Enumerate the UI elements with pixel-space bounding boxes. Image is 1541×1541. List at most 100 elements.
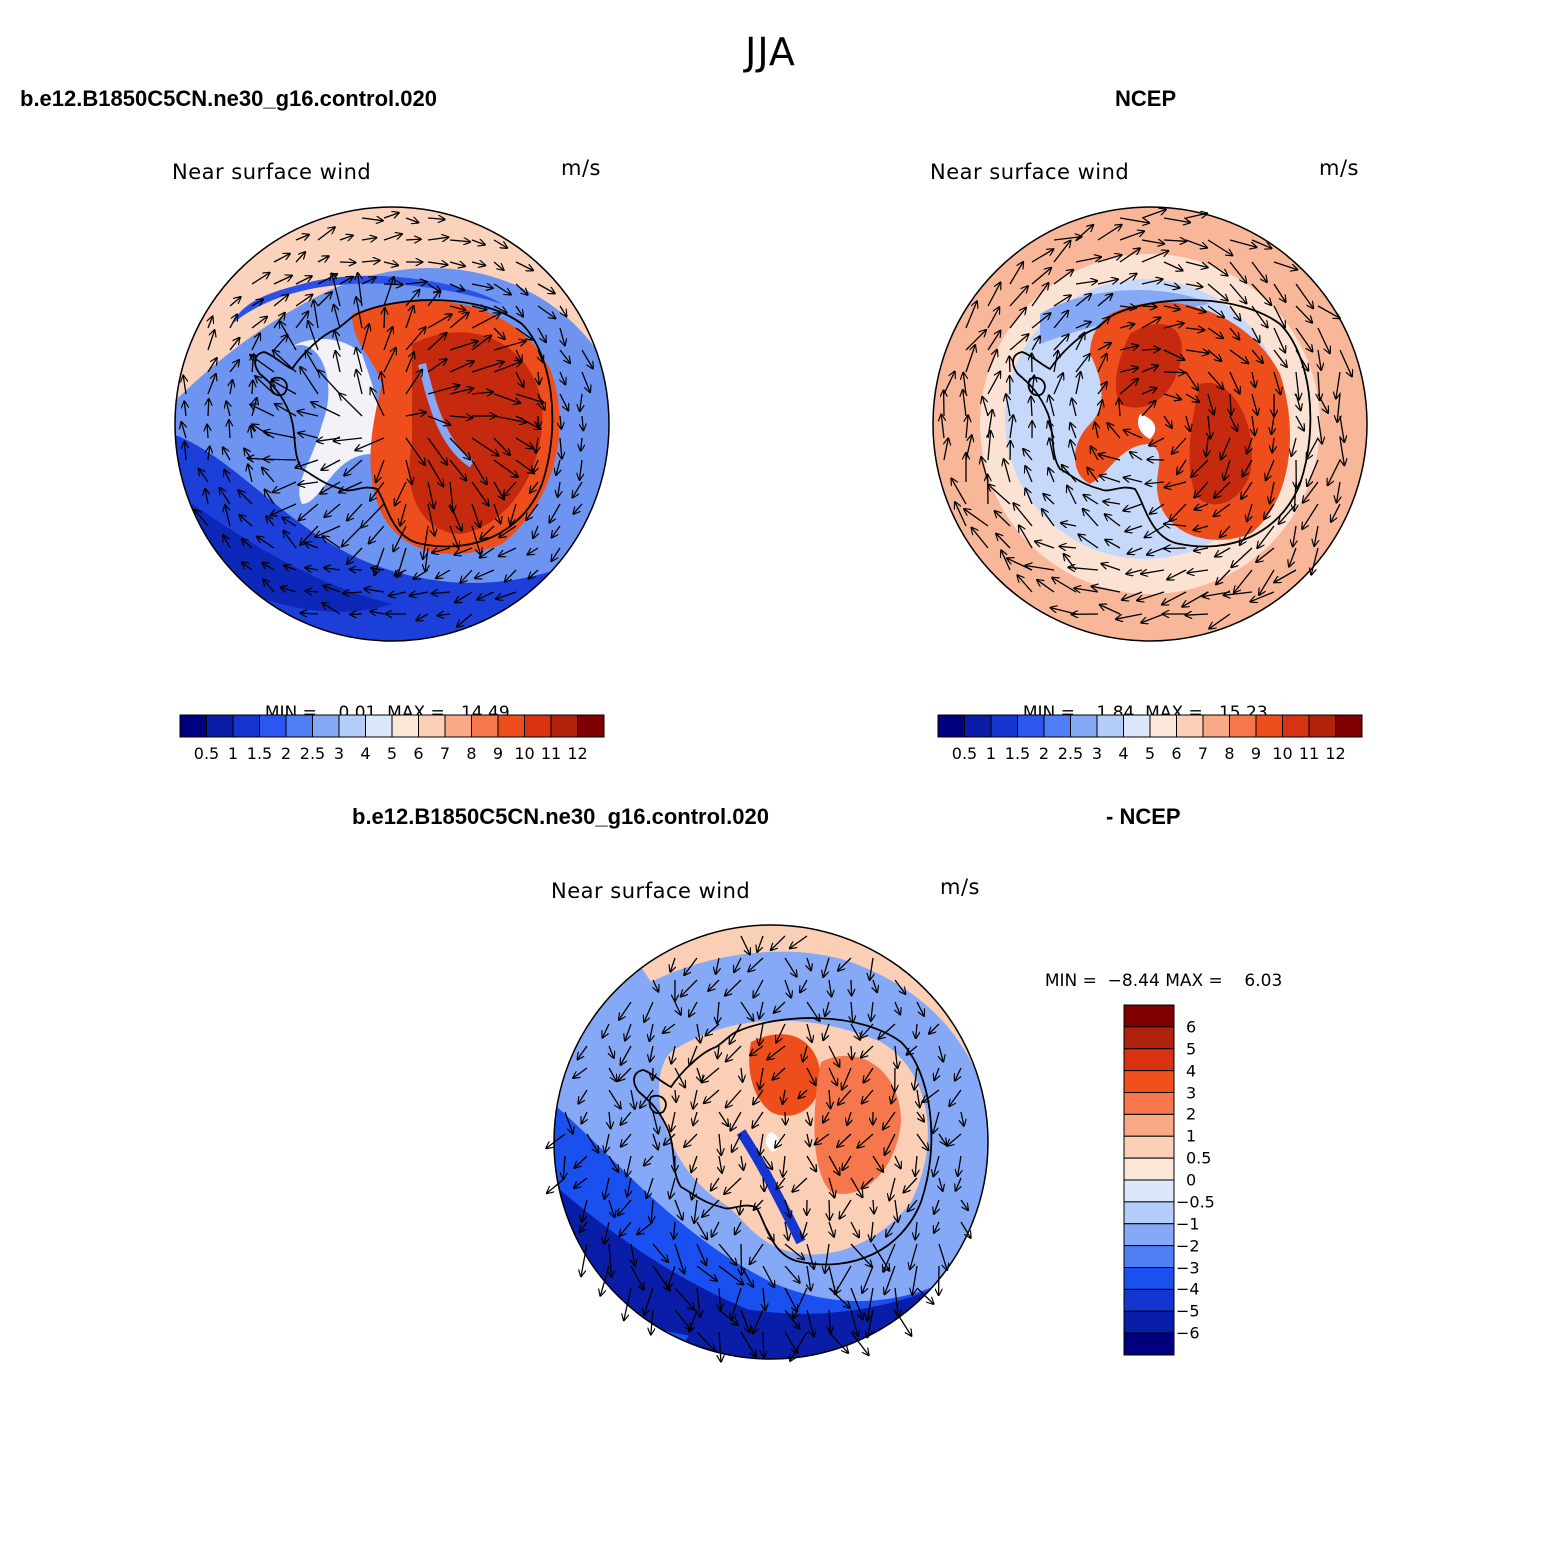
wind-vector-arrow	[405, 239, 421, 240]
wind-vector-arrow	[829, 979, 832, 997]
wind-vector-arrow	[383, 327, 393, 351]
wind-vector-arrow	[987, 350, 997, 373]
wind-vector-arrow	[916, 1023, 917, 1038]
panel1-colorbar-box	[259, 714, 287, 738]
wind-vector-arrow	[460, 569, 473, 583]
wind-vector-arrow	[1119, 324, 1135, 328]
panel3-colorbar-tick-label: −0.5	[1176, 1192, 1215, 1212]
panel1-colorbar-tick-label: 6	[413, 744, 424, 763]
wind-vector-arrow	[471, 362, 504, 373]
wind-vector-arrow	[851, 1045, 852, 1060]
panel3-colorbar-box	[1123, 1135, 1175, 1159]
wind-vector-arrow	[449, 437, 470, 460]
wind-vector-arrow	[1010, 415, 1013, 439]
wind-vector-arrow	[449, 306, 466, 310]
wind-vector-arrow	[1213, 503, 1231, 516]
wind-vector-arrow	[716, 957, 719, 974]
wind-vector-arrow	[1163, 261, 1183, 271]
wind-vector-arrow	[344, 459, 363, 476]
wind-vector-arrow	[850, 1023, 860, 1040]
wind-vector-arrow	[263, 579, 275, 593]
panel2-colorbar-box	[1202, 714, 1230, 738]
wind-vector-arrow	[1053, 237, 1082, 240]
wind-vector-arrow	[719, 1331, 721, 1362]
wind-vector-arrow	[238, 490, 253, 505]
wind-vector-arrow	[828, 1331, 848, 1353]
wind-vector-arrow	[674, 1067, 685, 1088]
wind-vector-arrow	[449, 459, 467, 481]
panel2-colorbar-tick-label: 12	[1325, 744, 1346, 763]
wind-vector-arrow	[334, 305, 341, 329]
wind-vector-arrow	[257, 536, 275, 549]
panel3-colorbar-box	[1123, 1070, 1175, 1093]
wind-vector-arrow	[1119, 248, 1140, 263]
wind-vector-arrow	[361, 260, 380, 262]
wind-vector-arrow	[702, 1199, 720, 1217]
wind-vector-arrow	[624, 1287, 632, 1321]
wind-vector-arrow	[280, 587, 297, 592]
wind-vector-arrow	[862, 1265, 874, 1293]
wind-vector-arrow	[251, 317, 267, 329]
wind-vector-arrow	[895, 1045, 897, 1068]
wind-vector-arrow	[493, 305, 507, 313]
wind-vector-arrow	[644, 1001, 654, 1022]
panel1-colorbar-tick-label: 0.5	[193, 744, 220, 763]
wind-vector-arrow	[1164, 548, 1187, 549]
wind-vector-arrow	[493, 341, 526, 351]
panel1-colorbar-tick-label: 8	[466, 744, 477, 763]
wind-vector-arrow	[381, 372, 384, 395]
wind-vector-arrow	[621, 1045, 632, 1065]
panel1-map	[174, 206, 610, 642]
panel2-colorbar-box	[1123, 714, 1151, 738]
wind-vector-arrow	[653, 1133, 658, 1150]
wind-vector-arrow	[503, 481, 517, 497]
wind-vector-arrow	[528, 569, 539, 579]
wind-vector-arrow	[427, 385, 460, 395]
panel1-colorbar-tick-label: 12	[567, 744, 588, 763]
wind-vector-arrow	[1185, 371, 1198, 391]
wind-vector-arrow	[823, 1111, 829, 1123]
wind-vector-arrow	[906, 1045, 918, 1055]
wind-vector-arrow	[449, 240, 470, 242]
wind-vector-arrow	[735, 1221, 742, 1235]
wind-vector-arrow	[725, 979, 742, 996]
panel3-colorbar-tick-label: 1	[1186, 1126, 1197, 1146]
wind-vector-arrow	[306, 351, 319, 373]
wind-vector-arrow	[726, 1045, 742, 1062]
wind-vector-arrow	[1070, 423, 1077, 439]
wind-vector-arrow	[324, 503, 341, 517]
wind-vector-arrow	[538, 415, 539, 428]
wind-vector-arrow	[1272, 437, 1274, 453]
wind-vector-arrow	[1119, 398, 1120, 417]
wind-vector-arrow	[370, 481, 385, 501]
panel2-colorbar-box	[1335, 714, 1363, 738]
wind-vector-arrow	[933, 1155, 940, 1177]
wind-vector-arrow	[829, 1309, 831, 1333]
wind-vector-arrow	[1229, 371, 1240, 394]
wind-vector-arrow	[625, 1023, 632, 1041]
wind-vector-arrow	[563, 1155, 565, 1179]
wind-vector-arrow	[1229, 415, 1237, 431]
wind-vector-arrow	[692, 1177, 698, 1200]
wind-vector-arrow	[1048, 468, 1055, 483]
wind-vector-arrow	[449, 283, 465, 291]
panel1-colorbar-tick-label: 2	[280, 744, 292, 763]
wind-vector-arrow	[1163, 306, 1180, 309]
wind-vector-arrow	[361, 324, 369, 351]
wind-vector-arrow	[304, 543, 319, 548]
wind-vector-arrow	[1273, 371, 1281, 394]
wind-vector-arrow	[1141, 306, 1157, 307]
panel3-colorbar-tick-label: 4	[1186, 1061, 1197, 1081]
panel3-max-value: 6.03	[1244, 971, 1283, 991]
wind-vector-arrow	[1059, 546, 1077, 548]
wind-vector-arrow	[1061, 523, 1077, 526]
wind-vector-arrow	[867, 1309, 874, 1338]
wind-vector-arrow	[427, 459, 444, 487]
panel1-colorbar-tick-label: 1.5	[246, 744, 273, 763]
panel3-reference-title: - NCEP	[1106, 804, 1181, 829]
wind-vector-arrow	[740, 1309, 750, 1332]
wind-vector-arrow	[394, 570, 407, 576]
wind-vector-arrow	[184, 401, 186, 417]
wind-vector-arrow	[910, 1243, 918, 1270]
wind-vector-arrow	[1185, 284, 1203, 287]
